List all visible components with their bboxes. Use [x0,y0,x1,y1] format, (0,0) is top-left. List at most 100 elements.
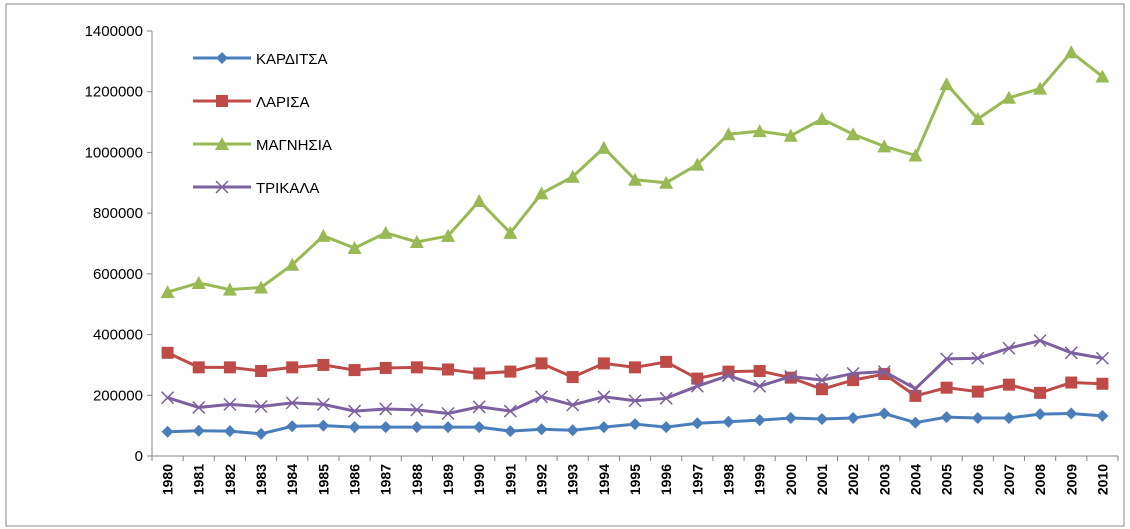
marker [753,379,767,393]
marker [316,228,331,242]
x-tick-label: 1988 [409,464,425,495]
marker [721,369,736,383]
marker [379,402,393,416]
marker [1033,81,1048,95]
marker [255,427,268,440]
marker [410,421,423,434]
marker [535,423,548,436]
marker [409,234,424,248]
marker [222,282,237,296]
marker [534,390,549,404]
marker [846,366,860,380]
marker [566,371,579,384]
marker [971,351,985,365]
x-tick-label: 2002 [845,464,861,495]
marker [286,361,299,374]
x-tick-label: 1985 [315,464,331,495]
marker [348,404,362,418]
marker [473,367,486,380]
marker [1065,376,1078,389]
marker [940,411,953,424]
marker [504,425,517,438]
y-tick-label: 800000 [93,205,143,222]
marker [784,369,798,383]
marker [971,412,984,425]
marker [348,421,361,434]
marker [566,424,579,437]
x-tick-label: 1987 [378,464,394,495]
y-tick-label: 200000 [93,387,143,404]
marker [285,396,299,410]
x-tick-label: 2000 [783,464,799,495]
marker [410,403,424,417]
marker [223,425,236,438]
marker [722,365,735,378]
marker [815,412,828,425]
marker [378,225,393,239]
marker [316,397,330,411]
marker [379,421,392,434]
x-tick-label: 2010 [1094,464,1110,495]
marker [940,352,954,366]
x-tick-label: 2007 [1001,464,1017,495]
marker [1064,346,1078,360]
legend-label: ΜΑΓΝΗΣΙΑ [256,137,332,154]
marker [442,421,455,434]
marker [216,52,228,64]
marker [691,417,704,430]
marker [1065,407,1078,420]
x-tick-label: 2008 [1032,464,1048,495]
x-tick-label: 1982 [222,464,238,495]
marker [722,415,735,428]
marker [286,420,299,433]
x-tick-label: 1992 [534,464,550,495]
marker [1002,378,1015,391]
marker [410,361,423,374]
marker [629,361,641,374]
marker [909,389,922,402]
marker [908,148,923,162]
marker [1034,386,1047,399]
marker [690,379,704,393]
marker [1095,351,1109,365]
marker [192,361,205,374]
marker [441,406,455,421]
marker [783,128,798,142]
marker [442,363,455,376]
marker [846,127,861,141]
marker [503,225,518,239]
marker [753,365,766,377]
marker [347,241,362,255]
y-tick-label: 1400000 [85,23,143,40]
marker [814,112,829,126]
x-tick-label: 2009 [1063,464,1079,495]
marker [161,425,174,438]
marker [784,412,797,425]
marker [940,381,953,394]
marker [503,404,517,418]
marker [752,124,767,138]
marker [660,355,673,368]
marker [317,419,330,432]
marker [1064,45,1079,59]
y-tick-label: 600000 [93,266,143,283]
x-tick-label: 1980 [160,464,176,495]
marker [815,383,828,396]
marker [1096,377,1109,390]
marker [254,280,269,294]
x-tick-label: 1993 [565,464,581,495]
legend-label: ΚΑΡΔΙΤΣΑ [256,51,328,68]
marker [317,358,330,371]
x-tick-label: 1981 [191,464,207,495]
x-tick-label: 1998 [720,464,736,495]
marker [721,127,736,141]
marker [628,172,642,186]
marker [379,361,392,374]
marker [1095,69,1110,83]
marker [597,421,610,434]
legend-label: ΛΑΡΙΣΑ [256,94,309,111]
marker [1002,412,1015,425]
marker [753,414,766,427]
marker [970,112,985,126]
marker [1001,90,1016,104]
